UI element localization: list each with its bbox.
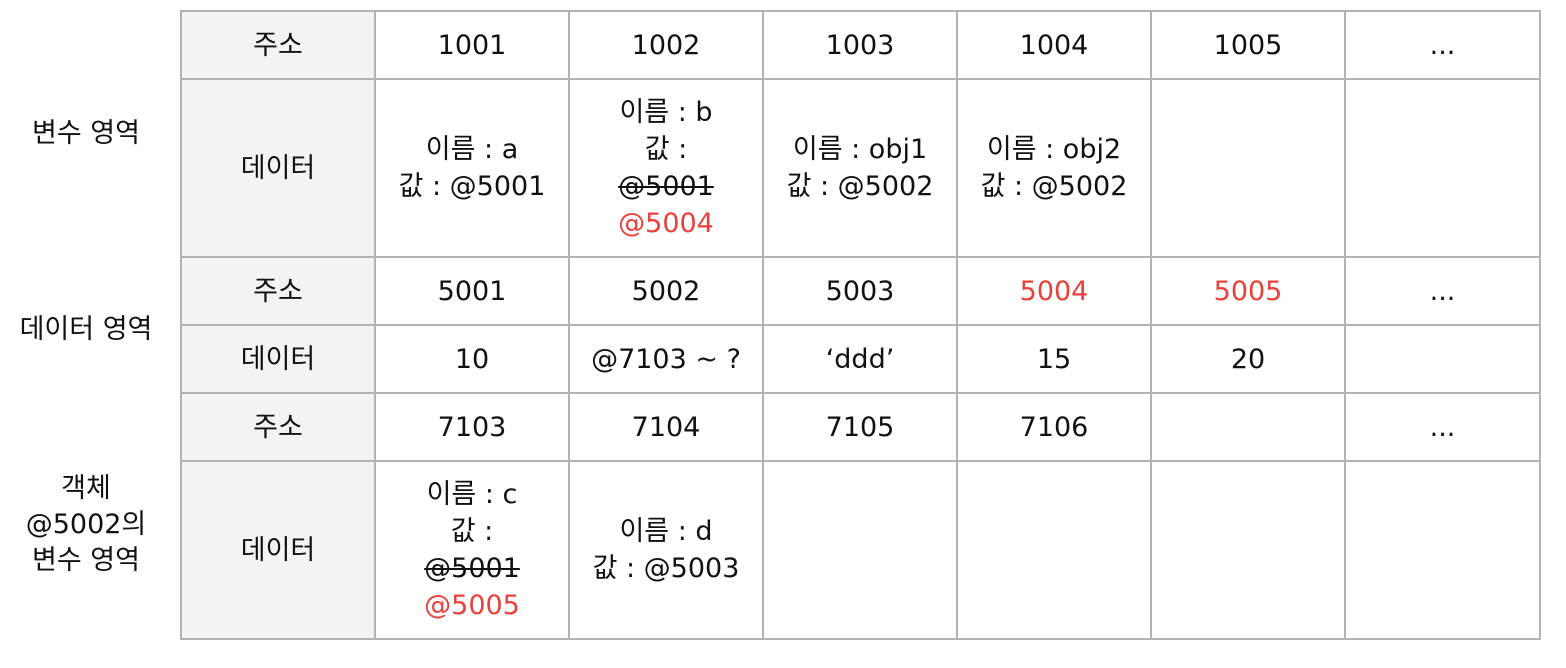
cell-text: 15 — [1036, 343, 1072, 375]
table-row: 데이터 이름 : c 값 : @5001 @5005 이름 : d 값 : @5003 — [180, 460, 1541, 640]
row-header-cell: 데이터 — [180, 78, 376, 258]
memory-cell: 20 — [1150, 324, 1346, 394]
memory-cell: 10 — [374, 324, 570, 394]
cell-text: 값 : @5001 — [398, 171, 546, 202]
updated-value: 5004 — [1019, 275, 1089, 307]
memory-cell: ‘ddd’ — [762, 324, 958, 394]
memory-cell: 15 — [956, 324, 1152, 394]
cell-text: 이름 : d — [619, 516, 713, 547]
memory-cell: 이름 : obj1 값 : @5002 — [762, 78, 958, 258]
table-row: 데이터 10 @7103 ~ ? ‘ddd’ 15 20 — [180, 324, 1541, 394]
memory-table: 주소 1001 1002 1003 1004 1005... 데이터 이름 : a 값 : @5… — [180, 10, 1541, 640]
cell-text: 이름 : b — [619, 97, 713, 128]
cell-text: 7105 — [825, 411, 895, 443]
section-label-line: @5002의 — [25, 509, 147, 540]
cell-text: 값 : @5002 — [980, 171, 1128, 202]
cell-text: 1001 — [437, 29, 507, 61]
memory-cell: 1004 — [956, 10, 1152, 80]
row-header-cell: 데이터 — [180, 324, 376, 394]
cell-text: @7103 ~ ? — [591, 343, 741, 375]
cell-text: 10 — [454, 343, 490, 375]
row-header-cell: 주소 — [180, 392, 376, 462]
cell-text: ‘ddd’ — [825, 343, 895, 375]
cell-text: 7104 — [631, 411, 701, 443]
memory-cell: 5004 — [956, 256, 1152, 326]
cell-text: ... — [1429, 275, 1456, 307]
memory-cell: 이름 : a 값 : @5001 — [374, 78, 570, 258]
struck-value: @5001 — [618, 171, 714, 202]
cell-text: 값 : — [450, 516, 494, 547]
cell-text: 이름 : a — [425, 134, 519, 165]
cell-text: ... — [1429, 29, 1456, 61]
memory-cell: 이름 : c 값 : @5001 @5005 — [374, 460, 570, 640]
cell-text: 20 — [1230, 343, 1266, 375]
memory-cell: 1002 — [568, 10, 764, 80]
section-label-line: 변수 영역 — [32, 545, 140, 576]
table-row: 주소 7103 7104 7105 7106... — [180, 392, 1541, 462]
memory-cell: 5003 — [762, 256, 958, 326]
memory-cell: 7105 — [762, 392, 958, 462]
cell-text: 7103 — [437, 411, 507, 443]
memory-cell: 7106 — [956, 392, 1152, 462]
data-area-label: 데이터 영역 — [0, 312, 172, 348]
cell-text: 1003 — [825, 29, 895, 61]
updated-value: @5004 — [618, 208, 714, 239]
cell-text: 1002 — [631, 29, 701, 61]
memory-cell: 1001 — [374, 10, 570, 80]
memory-cell — [1344, 324, 1541, 394]
updated-value: 5005 — [1213, 275, 1283, 307]
memory-cell: ... — [1344, 256, 1541, 326]
cell-text: 값 : — [644, 134, 688, 165]
section-label-line: 데이터 영역 — [19, 314, 153, 345]
table-row: 주소 5001 5002 5003 5004 5005... — [180, 256, 1541, 326]
memory-cell — [1344, 460, 1541, 640]
cell-text: 1004 — [1019, 29, 1089, 61]
memory-cell: 5002 — [568, 256, 764, 326]
memory-cell: 1005 — [1150, 10, 1346, 80]
updated-value: @5005 — [424, 590, 520, 621]
memory-cell: 1003 — [762, 10, 958, 80]
memory-cell: 이름 : b 값 : @5001 @5004 — [568, 78, 764, 258]
cell-text: 5001 — [437, 275, 507, 307]
struck-value: @5001 — [424, 553, 520, 584]
row-header-cell: 주소 — [180, 256, 376, 326]
cell-text: 7106 — [1019, 411, 1089, 443]
memory-cell — [762, 460, 958, 640]
memory-cell — [1150, 78, 1346, 258]
cell-text: 5003 — [825, 275, 895, 307]
memory-cell — [1150, 460, 1346, 640]
cell-text: 값 : @5003 — [592, 553, 740, 584]
row-header-cell: 주소 — [180, 10, 376, 80]
memory-cell: 7103 — [374, 392, 570, 462]
variable-area-label: 변수 영역 — [0, 116, 172, 152]
memory-cell: 이름 : obj2 값 : @5002 — [956, 78, 1152, 258]
memory-cell: @7103 ~ ? — [568, 324, 764, 394]
memory-cell: 5005 — [1150, 256, 1346, 326]
memory-cell: ... — [1344, 392, 1541, 462]
memory-cell — [1344, 78, 1541, 258]
table-row: 주소 1001 1002 1003 1004 1005... — [180, 10, 1541, 80]
memory-cell — [956, 460, 1152, 640]
memory-cell: 이름 : d 값 : @5003 — [568, 460, 764, 640]
cell-text: 이름 : c — [426, 479, 518, 510]
memory-cell: ... — [1344, 10, 1541, 80]
cell-text: ... — [1429, 411, 1456, 443]
section-label-line: 변수 영역 — [32, 118, 140, 149]
cell-text: 5002 — [631, 275, 701, 307]
cell-text: 값 : @5002 — [786, 171, 934, 202]
section-label-line: 객체 — [61, 473, 111, 504]
memory-cell: 7104 — [568, 392, 764, 462]
memory-cell — [1150, 392, 1346, 462]
cell-text: 이름 : obj2 — [986, 134, 1122, 165]
cell-text: 1005 — [1213, 29, 1283, 61]
memory-cell: 5001 — [374, 256, 570, 326]
cell-text: 이름 : obj1 — [792, 134, 928, 165]
row-header-cell: 데이터 — [180, 460, 376, 640]
